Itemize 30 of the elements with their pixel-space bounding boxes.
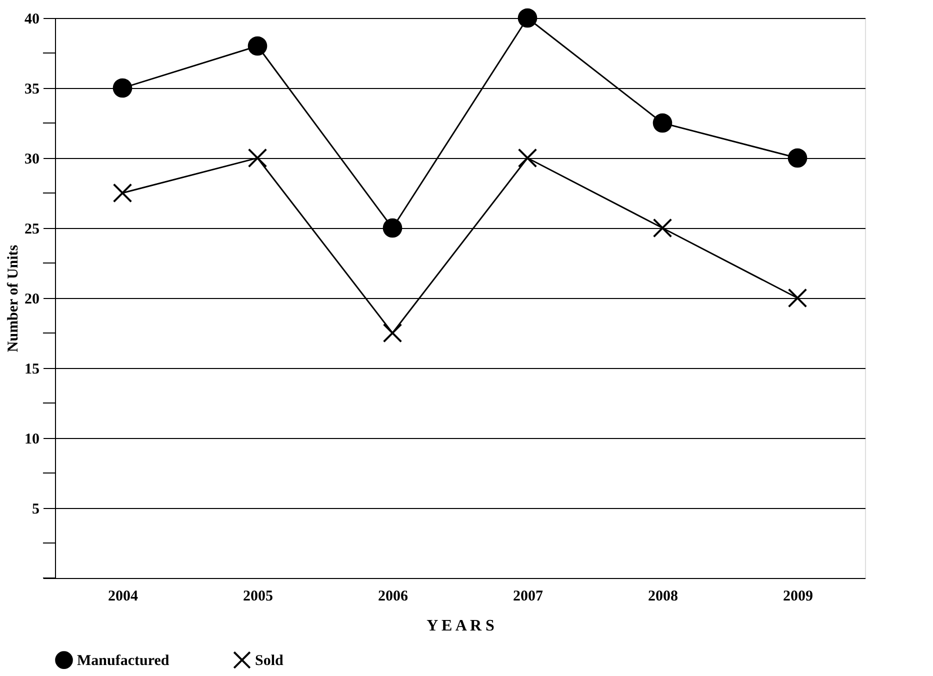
x-tick-label: 2006 bbox=[378, 588, 408, 604]
y-tick-label: 15 bbox=[24, 362, 40, 378]
y-tick-label: 5 bbox=[32, 502, 40, 518]
point bbox=[112, 78, 132, 98]
x-tick-label: 2008 bbox=[648, 588, 678, 604]
x-tick-label: 2005 bbox=[243, 588, 273, 604]
point bbox=[788, 288, 808, 308]
legend-label: Manufactured bbox=[77, 653, 170, 670]
x-tick-label: 2007 bbox=[513, 588, 544, 604]
y-axis-title: Number of Units bbox=[6, 244, 22, 352]
x-tick-label: 2004 bbox=[108, 588, 138, 604]
y-tick-label: 35 bbox=[24, 82, 40, 98]
point bbox=[788, 148, 808, 168]
point bbox=[652, 113, 672, 133]
point bbox=[382, 323, 402, 343]
point bbox=[652, 218, 672, 238]
y-tick-label: 20 bbox=[24, 292, 40, 308]
y-tick-label: 10 bbox=[24, 432, 40, 448]
point bbox=[248, 36, 268, 56]
y-tick-label: 30 bbox=[24, 152, 40, 168]
point bbox=[518, 8, 538, 28]
point bbox=[112, 183, 132, 203]
point bbox=[518, 148, 538, 168]
y-tick-label: 40 bbox=[24, 12, 40, 28]
point bbox=[382, 218, 402, 238]
x-tick-label: 2009 bbox=[783, 588, 813, 604]
x-axis-title: Y E A R S bbox=[426, 618, 495, 634]
point bbox=[248, 148, 268, 168]
legend-label: Sold bbox=[255, 653, 284, 670]
y-tick-label: 25 bbox=[24, 222, 40, 238]
